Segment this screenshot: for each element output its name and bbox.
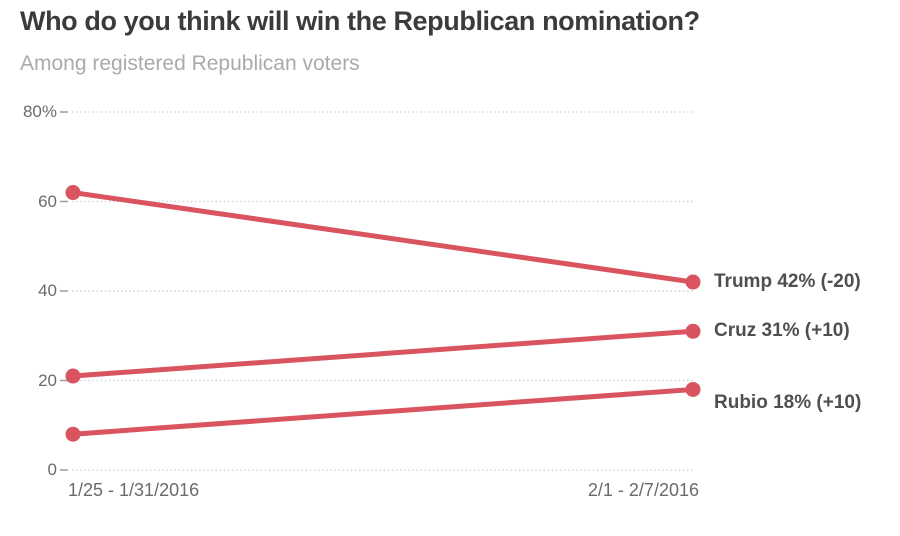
x-tick-label-start: 1/25 - 1/31/2016 [68,480,200,500]
series-end-label-trump: Trump 42% (-20) [714,271,861,293]
data-point-rubio-start [65,426,81,442]
data-point-trump-end [685,274,701,290]
data-point-trump-start [65,185,81,201]
series-line-rubio [70,386,696,437]
x-tick-label-end: 2/1 - 2/7/2016 [587,480,699,500]
y-tick-label: 20 [38,370,57,390]
y-tick-label: 80% [22,102,57,121]
series-end-label-rubio: Rubio 18% (+10) [714,392,862,414]
y-tick-label: 0 [47,460,57,479]
series-line-trump [70,190,696,285]
series-line-cruz [70,328,696,379]
data-point-rubio-end [685,381,701,397]
chart-subtitle: Among registered Republican voters [20,52,360,75]
series-end-label-cruz: Cruz 31% (+10) [714,320,850,342]
data-point-cruz-start [65,368,81,384]
data-point-cruz-end [685,323,701,339]
y-tick-label: 60 [38,191,57,211]
y-tick-label: 40 [38,281,57,300]
chart-title: Who do you think will win the Republican… [20,6,700,36]
